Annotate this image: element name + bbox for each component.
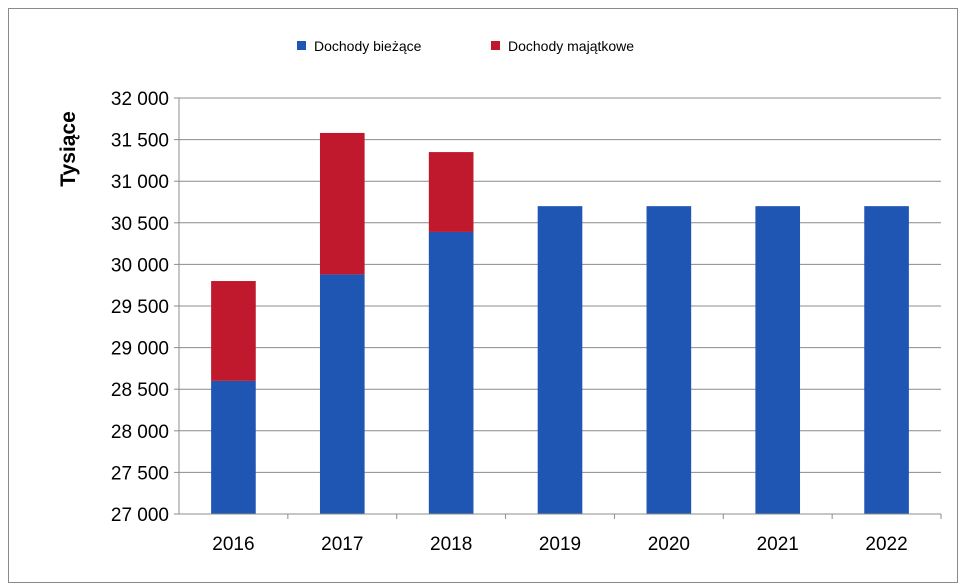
y-tick-label: 29 000 <box>111 339 169 360</box>
legend: Dochody bieżące Dochody majątkowe <box>297 38 634 54</box>
x-tick-label: 2019 <box>539 534 581 555</box>
bar-dochody-biezace-2020 <box>646 206 692 514</box>
x-tick-label: 2017 <box>321 534 363 555</box>
bar-dochody-biezace-2019 <box>537 206 583 514</box>
bar-dochody-biezace-2016 <box>211 380 256 514</box>
x-tick-label: 2022 <box>865 534 907 555</box>
y-tick-label: 31 000 <box>111 172 169 193</box>
x-tick-label: 2020 <box>648 534 690 555</box>
bar-dochody-biezace-2022 <box>864 206 909 514</box>
y-tick-label: 29 500 <box>111 297 169 318</box>
y-axis-label: Tysiące <box>57 111 80 187</box>
y-tick-label: 31 500 <box>111 131 169 152</box>
legend-swatch-dochody-biezace <box>297 41 306 50</box>
y-tick-label: 30 500 <box>111 214 169 235</box>
legend-label-dochody-biezace: Dochody bieżące <box>314 38 422 54</box>
bars <box>211 132 909 514</box>
x-tick-label: 2018 <box>430 534 472 555</box>
stacked-bar-chart: 27 000 27 500 28 000 28 500 29 000 29 500 30 0… <box>57 38 942 555</box>
legend-label-dochody-majatkowe: Dochody majątkowe <box>508 38 634 54</box>
x-tick-label: 2016 <box>212 534 254 555</box>
y-tick-label: 32 000 <box>111 89 169 110</box>
y-tick-label: 27 000 <box>111 505 169 526</box>
bar-dochody-biezace-2017 <box>319 274 365 514</box>
x-tick-labels: 2016 2017 2018 2019 2020 2021 2022 <box>212 534 907 555</box>
legend-swatch-dochody-majatkowe <box>491 41 500 50</box>
axes <box>174 97 942 519</box>
chart-frame: 27 000 27 500 28 000 28 500 29 000 29 500 30 0… <box>8 8 958 583</box>
bar-dochody-majatkowe-2016 <box>211 281 256 381</box>
y-tick-labels: 27 000 27 500 28 000 28 500 29 000 29 500 30 0… <box>111 89 169 526</box>
bar-dochody-biezace-2018 <box>428 231 474 514</box>
y-tick-label: 28 500 <box>111 380 169 401</box>
y-tick-label: 30 000 <box>111 255 169 276</box>
x-tick-label: 2021 <box>757 534 799 555</box>
y-tick-label: 27 500 <box>111 463 169 484</box>
y-tick-label: 28 000 <box>111 422 169 443</box>
bar-dochody-majatkowe-2017 <box>319 132 365 275</box>
bar-dochody-biezace-2021 <box>755 206 801 514</box>
bar-dochody-majatkowe-2018 <box>428 152 474 232</box>
